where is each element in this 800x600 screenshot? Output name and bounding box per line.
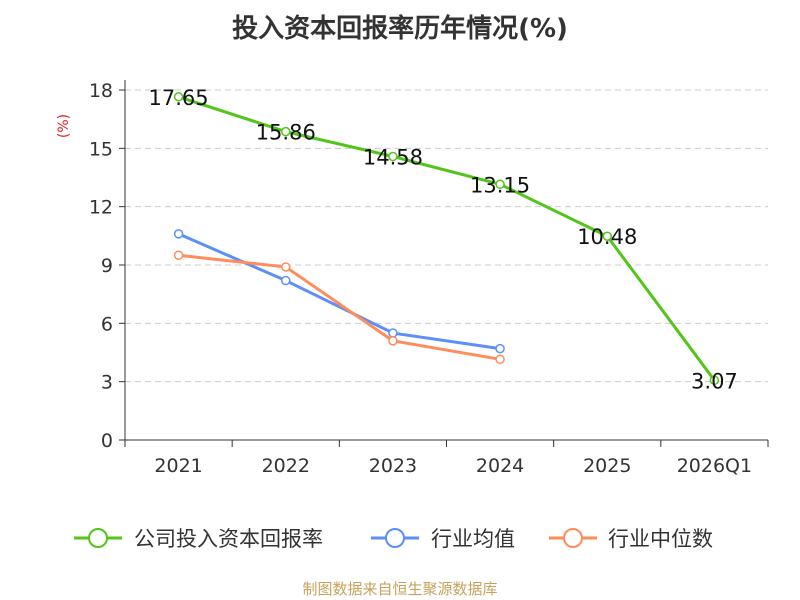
series-point-0 — [173, 92, 184, 102]
y-tick-label: 9 — [101, 255, 113, 277]
y-tick-label: 12 — [89, 197, 113, 219]
x-tick-label: 2023 — [369, 455, 417, 477]
series-point-2 — [388, 336, 398, 346]
data-labels: 17.65 15.86 14.58 13.15 10.48 3.07 — [149, 86, 738, 393]
legend-label-0: 公司投入资本回报率 — [134, 527, 323, 551]
x-tick-label: 2026Q1 — [677, 455, 752, 477]
data-label: 10.48 — [577, 225, 637, 249]
series-point-0 — [495, 179, 505, 190]
series-point-0 — [388, 151, 398, 162]
chart-title: 投入资本回报率历年情况(%) — [232, 14, 568, 44]
data-label: 13.15 — [470, 173, 530, 197]
data-label: 14.58 — [363, 146, 423, 170]
data-label: 3.07 — [691, 369, 738, 393]
y-tick-label: 15 — [89, 138, 113, 160]
y-tick-label: 18 — [89, 80, 113, 102]
x-tick-label: 2025 — [583, 455, 631, 477]
footer-source: 制图数据来自恒生聚源数据库 — [302, 580, 498, 598]
series-point-2 — [281, 262, 291, 272]
y-tick-label: 0 — [101, 430, 113, 452]
data-label: 15.86 — [256, 121, 316, 145]
series-point-1 — [388, 328, 398, 338]
series-line-1 — [177, 232, 501, 351]
series-point-0 — [281, 126, 291, 137]
x-tick-label: 2022 — [262, 455, 310, 477]
series-point-1 — [173, 229, 184, 239]
legend: 公司投入资本回报率 行业均值 行业中位数 — [74, 527, 713, 551]
series-point-2 — [495, 354, 505, 365]
series-point-1 — [281, 275, 291, 286]
data-label: 17.65 — [149, 86, 209, 110]
series-line-0 — [178, 95, 716, 382]
series-point-2 — [173, 250, 184, 261]
grid-lines — [125, 89, 768, 383]
axes: 0 3 6 9 12 15 18 2021 2022 2023 2024 2025 2026Q1 (%) — [56, 80, 769, 477]
series-layer — [173, 92, 720, 386]
legend-marker-0 — [88, 528, 108, 548]
legend-marker-2 — [563, 528, 583, 548]
series-line-2 — [178, 253, 501, 361]
series-point-1 — [495, 343, 505, 354]
y-tick-label: 3 — [101, 372, 113, 394]
legend-marker-1 — [385, 528, 405, 548]
series-point-0 — [709, 375, 720, 386]
y-tick-label: 6 — [101, 313, 113, 335]
y-axis-label: (%) — [56, 114, 72, 138]
legend-label-1: 行业均值 — [431, 527, 515, 551]
x-tick-label: 2021 — [154, 455, 202, 477]
legend-label-2: 行业中位数 — [608, 527, 713, 551]
series-point-0 — [602, 231, 612, 241]
x-tick-label: 2024 — [476, 455, 524, 477]
